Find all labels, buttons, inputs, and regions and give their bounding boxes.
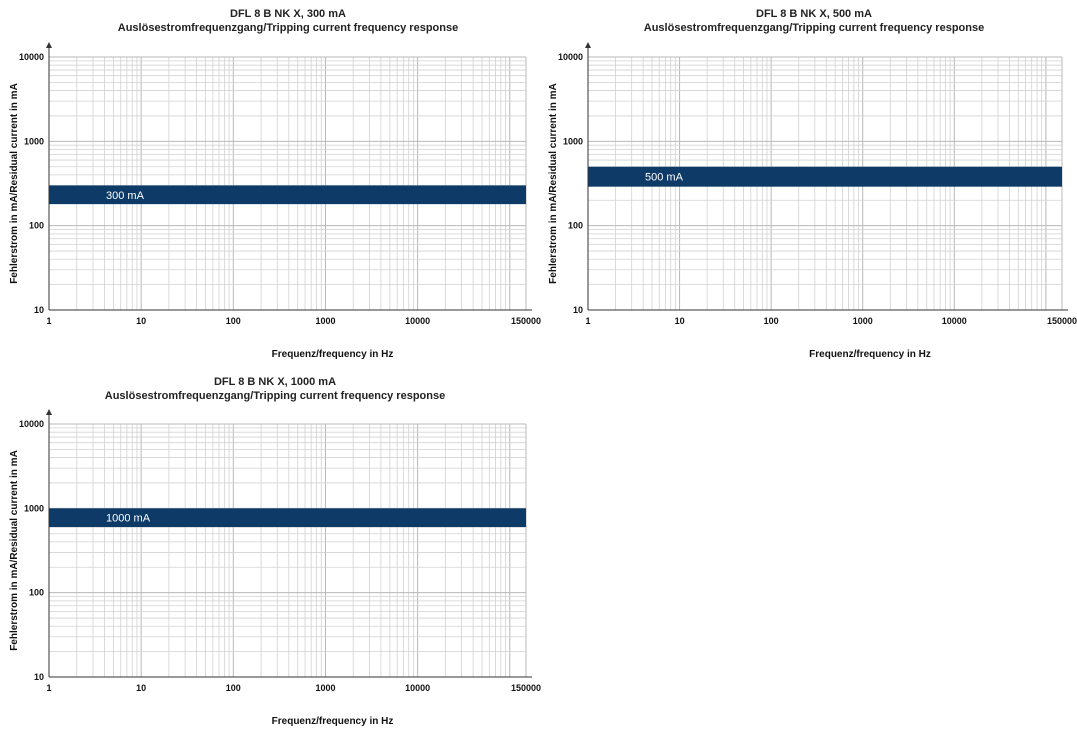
x-tick-label: 10: [136, 316, 146, 326]
x-tick-label: 1000: [853, 316, 873, 326]
x-axis-label: Frequenz/frequency in Hz: [809, 349, 931, 360]
x-tick-label: 10: [136, 683, 146, 693]
y-tick-label: 100: [568, 221, 583, 231]
y-tick-label: 10: [34, 672, 44, 682]
x-tick-label: 10000: [405, 316, 430, 326]
chart-subtitle: Auslösestromfrequenzgang/Tripping curren…: [118, 22, 458, 34]
x-tick-label: 1: [46, 316, 51, 326]
series-band: [49, 508, 526, 528]
x-tick-label: 100: [764, 316, 779, 326]
x-tick-label: 100: [226, 316, 241, 326]
y-tick-label: 1000: [563, 136, 583, 146]
series-band: [49, 185, 526, 205]
series-label: 300 mA: [106, 190, 145, 202]
series-label: 500 mA: [645, 172, 684, 184]
series-label: 1000 mA: [106, 513, 151, 525]
y-axis-label: Fehlerstrom in mA/Residual current in mA: [9, 450, 20, 651]
chart-title: DFL 8 B NK X, 1000 mA: [214, 376, 336, 388]
x-tick-label: 1: [585, 316, 590, 326]
chart-subtitle: Auslösestromfrequenzgang/Tripping curren…: [105, 390, 445, 402]
y-tick-label: 100: [29, 221, 44, 231]
x-axis-label: Frequenz/frequency in Hz: [272, 349, 394, 360]
y-tick-label: 10000: [19, 419, 44, 429]
y-tick-label: 1000: [24, 503, 44, 513]
x-axis-label: Frequenz/frequency in Hz: [272, 716, 394, 727]
x-tick-label: 150000: [1047, 316, 1077, 326]
x-tick-label: 150000: [511, 683, 541, 693]
chart-panel-2: DFL 8 B NK X, 500 mA Auslösestromfrequenz…: [548, 8, 1077, 360]
chart-subtitle: Auslösestromfrequenzgang/Tripping curren…: [644, 22, 984, 34]
grid: [48, 56, 527, 311]
x-tick-label: 10000: [942, 316, 967, 326]
x-tick-label: 10000: [405, 683, 430, 693]
y-tick-label: 10000: [19, 52, 44, 62]
y-axis-label: Fehlerstrom in mA/Residual current in mA: [548, 83, 559, 284]
y-tick-label: 100: [29, 588, 44, 598]
y-axis-label: Fehlerstrom in mA/Residual current in mA: [9, 83, 20, 284]
chart-title: DFL 8 B NK X, 500 mA: [756, 8, 872, 20]
y-tick-label: 10000: [558, 52, 583, 62]
chart-title: DFL 8 B NK X, 300 mA: [230, 8, 346, 20]
y-tick-label: 1000: [24, 136, 44, 146]
x-tick-label: 10: [675, 316, 685, 326]
x-tick-label: 1000: [315, 316, 335, 326]
y-tick-label: 10: [573, 305, 583, 315]
x-tick-label: 150000: [511, 316, 541, 326]
grid: [48, 423, 527, 678]
y-tick-label: 10: [34, 305, 44, 315]
x-tick-label: 100: [226, 683, 241, 693]
x-tick-label: 1: [46, 683, 51, 693]
x-tick-label: 1000: [315, 683, 335, 693]
series-band: [588, 166, 1062, 187]
chart-panel-1: DFL 8 B NK X, 300 mA Auslösestromfrequenz…: [9, 8, 541, 360]
chart-panel-3: DFL 8 B NK X, 1000 mA Auslösestromfrequen…: [9, 376, 541, 727]
